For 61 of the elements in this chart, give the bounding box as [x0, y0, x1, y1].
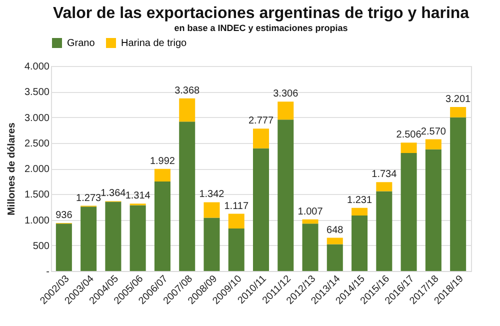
bar	[450, 117, 466, 271]
y-tick-label: 3.500	[24, 87, 50, 98]
y-tick-label: 500	[32, 240, 50, 252]
total-label: 1.117	[224, 200, 249, 212]
bar	[154, 181, 170, 271]
total-label: 1.007	[298, 206, 324, 218]
y-tick-label: 4.000	[24, 62, 50, 72]
total-label: 1.342	[199, 189, 225, 200]
bar	[278, 102, 294, 120]
y-tick-label: 3.000	[24, 112, 50, 124]
bar	[425, 149, 442, 271]
bar	[278, 120, 294, 271]
legend-label: Harina de trigo	[121, 38, 188, 49]
bar	[228, 228, 244, 271]
bar	[352, 215, 368, 271]
y-tick-label: 2.000	[24, 164, 50, 175]
total-label: 2.777	[248, 116, 274, 127]
chart-subtitle: en base a INDEC y estimaciones propias	[174, 23, 348, 33]
bar	[179, 122, 196, 271]
total-label: 936	[56, 210, 73, 222]
total-label: 1.231	[347, 194, 372, 206]
y-tick-label: 2.500	[24, 138, 50, 150]
total-label: 1.314	[125, 190, 151, 202]
bar	[400, 153, 417, 271]
bar	[252, 128, 270, 148]
total-label: 2.570	[420, 126, 446, 138]
bar	[154, 168, 170, 182]
bar	[326, 238, 343, 244]
total-label: 1.364	[100, 188, 126, 200]
total-label: 2.506	[396, 130, 422, 141]
y-tick-label: -	[46, 266, 50, 278]
bar	[302, 224, 318, 271]
total-label: 3.306	[273, 88, 299, 100]
bar	[204, 202, 220, 218]
bar	[80, 206, 97, 271]
total-label: 1.992	[150, 156, 176, 167]
total-label: 1.273	[76, 192, 102, 204]
chart-title: Valor de las exportaciones argentinas de trigo y harina	[52, 5, 470, 22]
y-tick-label: 1.000	[24, 215, 50, 226]
y-tick-label: 1.500	[24, 190, 50, 201]
bar	[179, 98, 196, 122]
bar	[425, 139, 442, 150]
bar	[352, 208, 368, 216]
legend-label: Grano	[67, 38, 96, 49]
bar	[130, 205, 146, 271]
total-label: 1.734	[372, 169, 398, 180]
total-label: 648	[326, 224, 344, 236]
bar	[326, 244, 343, 271]
y-axis-title: Millones de dólares	[6, 122, 18, 216]
bar	[376, 191, 392, 271]
bar	[228, 214, 244, 229]
bar	[450, 106, 466, 118]
bar	[376, 182, 392, 192]
bar	[302, 219, 318, 224]
bar	[252, 148, 270, 271]
bar	[204, 218, 220, 271]
bar	[400, 142, 417, 154]
bar	[56, 224, 72, 271]
total-label: 3.201	[446, 94, 472, 105]
bar	[105, 202, 122, 271]
total-label: 3.368	[174, 85, 200, 96]
